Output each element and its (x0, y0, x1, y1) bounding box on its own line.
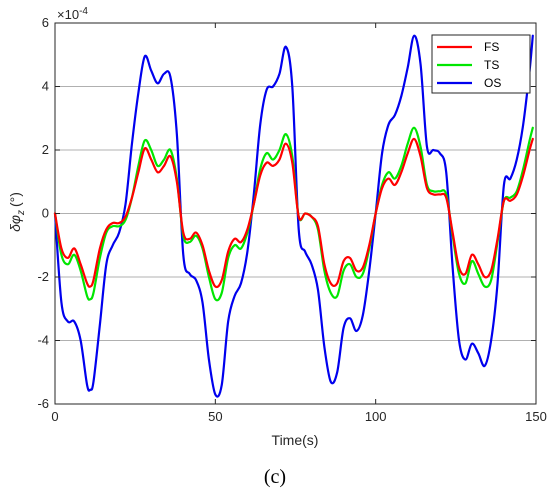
x-tick-label: 100 (365, 409, 387, 424)
series-line-os (53, 34, 534, 398)
y-exponent-base: ×10 (57, 7, 79, 22)
y-tick-label: 6 (42, 15, 49, 30)
tick-layer: 0 50 100 150 -6 -4 -2 0 2 4 6 (37, 15, 546, 424)
legend-label-os: OS (484, 76, 501, 90)
y-label-sub: z (16, 210, 27, 216)
y-tick-label: -2 (37, 269, 49, 284)
y-tick-label: 2 (42, 142, 49, 157)
x-tick-label: 50 (208, 409, 222, 424)
y-tick-label: 4 (42, 79, 49, 94)
series-line-fs (53, 137, 534, 289)
figure-caption: (c) (263, 466, 287, 488)
legend: FS TS OS (431, 34, 531, 94)
y-exponent-power: -4 (79, 6, 88, 17)
y-label-main: δφ (7, 215, 23, 232)
y-axis-label: δφz (°) (7, 192, 27, 232)
y-tick-label: 0 (42, 206, 49, 221)
x-axis-label: Time(s) (272, 432, 319, 448)
legend-label-ts: TS (484, 58, 499, 72)
series-layer (53, 34, 534, 398)
y-tick-label: -4 (37, 333, 49, 348)
y-tick-label: -6 (37, 396, 49, 411)
x-tick-label: 0 (51, 409, 58, 424)
y-label-unit: (°) (7, 192, 23, 207)
x-tick-label: 150 (525, 409, 547, 424)
y-axis-exponent: ×10-4 (57, 6, 88, 22)
legend-label-fs: FS (484, 40, 499, 54)
